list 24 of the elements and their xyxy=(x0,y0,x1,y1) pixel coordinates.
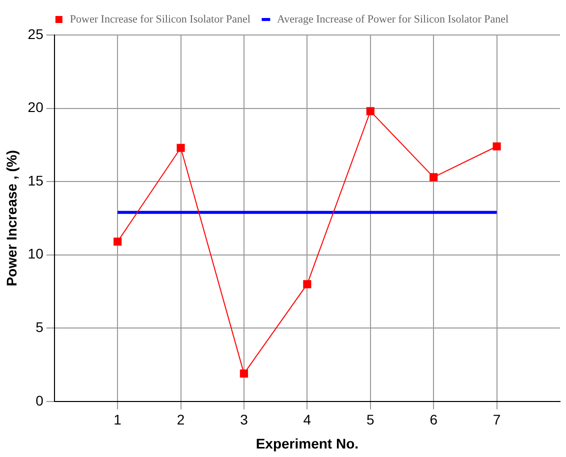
x-tick-label: 2 xyxy=(176,412,185,428)
y-tick-label: 5 xyxy=(36,318,44,335)
point xyxy=(430,173,438,182)
y-tick-label: 10 xyxy=(28,246,44,262)
point xyxy=(366,107,374,116)
point xyxy=(240,370,248,378)
point xyxy=(114,238,122,246)
y-tick-label: 25 xyxy=(28,26,44,42)
x-tick-label: 1 xyxy=(114,412,122,428)
x-axis-title: Experiment No. xyxy=(256,435,359,452)
y-tick-label: 20 xyxy=(28,99,44,116)
x-tick-label: 7 xyxy=(492,412,501,428)
point xyxy=(492,142,501,150)
x-tick-label: 5 xyxy=(366,412,374,428)
x-tick-label: 6 xyxy=(430,412,438,428)
legend-label: Average Increase of Power for Silicon Isolator Panel xyxy=(276,13,509,26)
legend-label: Power Increase for Silicon Isolator Panel xyxy=(70,13,250,26)
x-tick-label: 3 xyxy=(240,412,248,428)
point xyxy=(303,280,312,288)
y-tick-label: 15 xyxy=(28,172,44,188)
point xyxy=(176,144,185,152)
y-axis-title: Power Increase , (%) xyxy=(3,150,20,286)
y-tick-label: 0 xyxy=(36,392,44,408)
x-tick-label: 4 xyxy=(303,412,312,428)
